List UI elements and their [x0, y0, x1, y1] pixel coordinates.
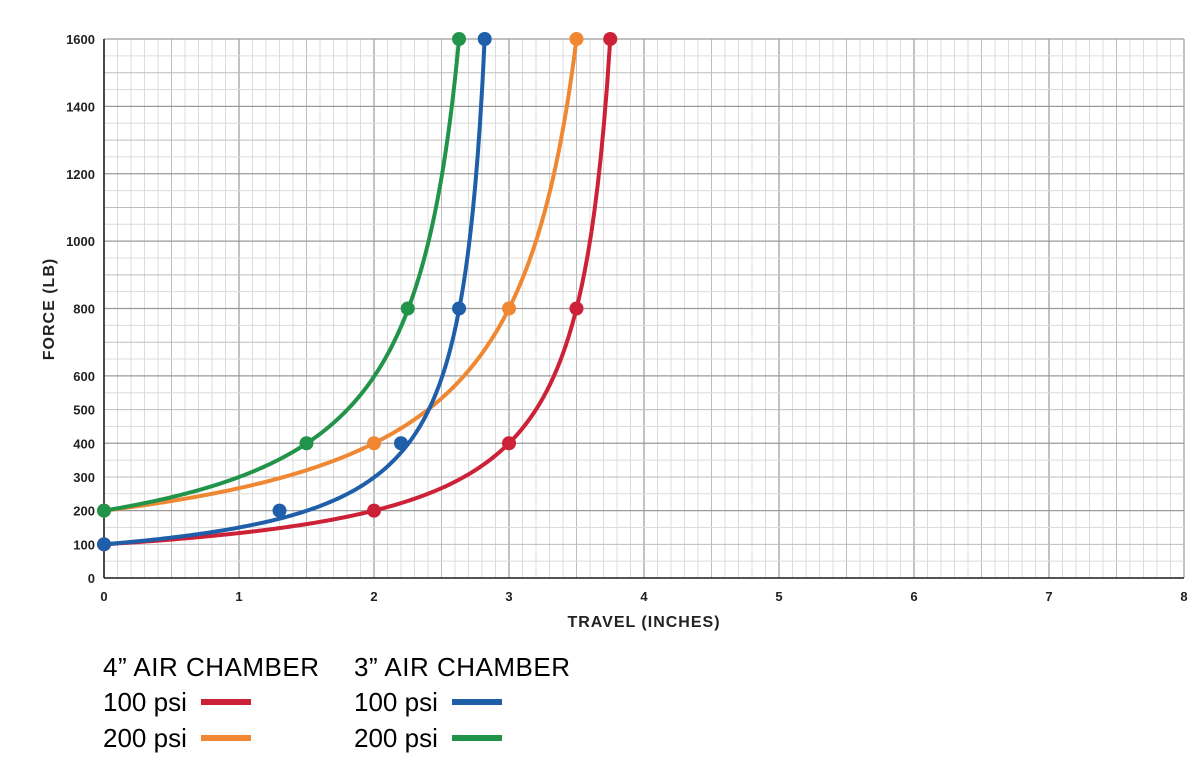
data-point	[502, 436, 516, 451]
x-tick-label: 0	[100, 589, 107, 604]
data-point	[272, 503, 287, 518]
data-point	[477, 32, 492, 46]
x-tick-label: 2	[370, 589, 377, 604]
x-tick-label: 5	[775, 589, 782, 604]
y-tick-label: 200	[73, 504, 95, 519]
x-tick-label: 3	[505, 589, 512, 604]
y-axis-title: FORCE (LB)	[41, 258, 58, 360]
y-tick-label: 100	[73, 537, 95, 552]
data-point	[400, 301, 415, 316]
y-tick-label: 800	[73, 302, 95, 317]
y-tick-label: 300	[73, 470, 95, 485]
data-point	[394, 436, 408, 451]
data-point	[367, 436, 381, 451]
x-tick-label: 7	[1045, 589, 1052, 604]
x-tick-label: 6	[910, 589, 917, 604]
y-tick-label: 400	[73, 436, 95, 451]
legend-label: 200 psi	[103, 723, 187, 753]
series-line-3	[102, 37, 462, 513]
legend-swatch	[200, 699, 251, 705]
data-point	[367, 503, 381, 518]
legend-label: 100 psi	[103, 687, 187, 717]
data-point	[452, 301, 467, 316]
x-tick-label: 8	[1180, 589, 1187, 604]
legend-group-3in: 3” AIR CHAMBER 100 psi 200 psi	[354, 650, 571, 756]
tick-labels: 0 1 2 3 4 5 6 7 8 0 100 200 300 400 500 600 800 1000 1200 1…	[66, 32, 1188, 604]
x-tick-label: 4	[640, 589, 648, 604]
data-point	[502, 301, 516, 316]
data-point	[97, 537, 111, 552]
legend-label: 100 psi	[354, 687, 438, 717]
series-points	[97, 32, 618, 552]
series-curves	[102, 37, 613, 547]
y-tick-label: 1600	[66, 32, 95, 47]
data-point	[299, 436, 314, 451]
y-tick-label: 0	[88, 571, 95, 586]
legend-heading-4in: 4” AIR CHAMBER	[103, 652, 320, 682]
data-point	[569, 301, 584, 316]
legend-item-4in-200psi: 200 psi	[103, 720, 320, 756]
legend-swatch	[200, 735, 251, 741]
y-tick-label: 600	[73, 369, 95, 384]
legend-item-4in-100psi: 100 psi	[103, 684, 320, 720]
legend-swatch	[451, 699, 502, 705]
legend-group-4in: 4” AIR CHAMBER 100 psi 200 psi	[103, 650, 320, 756]
y-tick-label: 1400	[66, 99, 95, 114]
y-tick-label: 1000	[66, 234, 95, 249]
x-axis-title: TRAVEL (INCHES)	[567, 614, 720, 631]
series-line-2	[102, 37, 487, 547]
legend-label: 200 psi	[354, 723, 438, 753]
x-tick-label: 1	[235, 589, 242, 604]
legend-heading-3in: 3” AIR CHAMBER	[354, 652, 571, 682]
legend-swatch	[451, 735, 502, 741]
data-point	[603, 32, 618, 46]
chart-grid	[103, 38, 1185, 579]
legend-item-3in-200psi: 200 psi	[354, 720, 571, 756]
data-point	[569, 32, 584, 46]
series-line-0	[102, 37, 613, 547]
y-tick-label: 500	[73, 403, 95, 418]
data-point	[452, 32, 467, 46]
y-tick-label: 1200	[66, 167, 95, 182]
chart-axes	[103, 39, 1184, 579]
legend-item-3in-100psi: 100 psi	[354, 684, 571, 720]
series-line-1	[102, 37, 579, 513]
data-point	[97, 503, 111, 518]
